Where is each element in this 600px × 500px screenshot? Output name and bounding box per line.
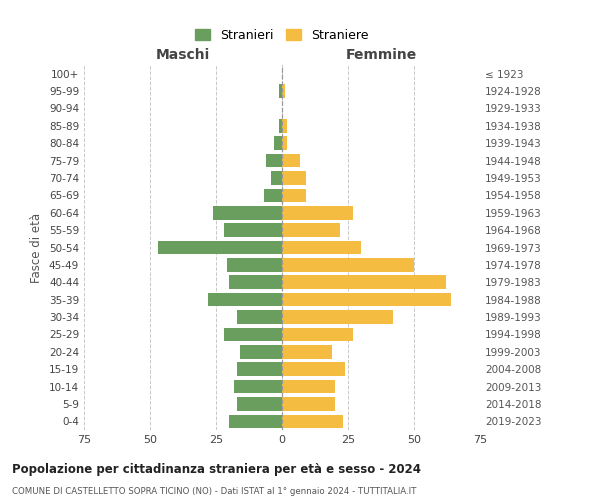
Bar — [282, 414, 343, 428]
Bar — [282, 380, 335, 394]
Bar — [266, 154, 282, 168]
Bar — [282, 240, 361, 254]
Bar — [224, 328, 282, 341]
Bar — [282, 136, 287, 150]
Bar — [274, 136, 282, 150]
Bar — [158, 240, 282, 254]
Bar — [237, 397, 282, 410]
Bar — [282, 397, 335, 410]
Text: Femmine: Femmine — [346, 48, 416, 62]
Bar — [282, 328, 353, 341]
Bar — [208, 293, 282, 306]
Text: Popolazione per cittadinanza straniera per età e sesso - 2024: Popolazione per cittadinanza straniera p… — [12, 462, 421, 475]
Bar — [271, 171, 282, 185]
Bar — [214, 206, 282, 220]
Bar — [263, 188, 282, 202]
Bar — [229, 414, 282, 428]
Y-axis label: Fasce di età: Fasce di età — [31, 212, 43, 282]
Bar — [237, 310, 282, 324]
Bar — [282, 362, 346, 376]
Bar — [224, 224, 282, 237]
Bar — [282, 258, 414, 272]
Bar — [240, 345, 282, 358]
Bar — [282, 154, 301, 168]
Bar — [282, 224, 340, 237]
Text: COMUNE DI CASTELLETTO SOPRA TICINO (NO) - Dati ISTAT al 1° gennaio 2024 - TUTTIT: COMUNE DI CASTELLETTO SOPRA TICINO (NO) … — [12, 488, 416, 496]
Bar — [282, 345, 332, 358]
Bar — [280, 119, 282, 132]
Bar — [280, 84, 282, 98]
Bar — [282, 293, 451, 306]
Bar — [282, 119, 287, 132]
Bar — [282, 171, 306, 185]
Bar — [235, 380, 282, 394]
Bar — [282, 206, 353, 220]
Bar — [282, 276, 446, 289]
Bar — [282, 188, 306, 202]
Bar — [282, 84, 284, 98]
Bar — [229, 276, 282, 289]
Bar — [227, 258, 282, 272]
Text: Maschi: Maschi — [156, 48, 210, 62]
Bar — [282, 310, 393, 324]
Legend: Stranieri, Straniere: Stranieri, Straniere — [190, 24, 374, 47]
Bar — [237, 362, 282, 376]
